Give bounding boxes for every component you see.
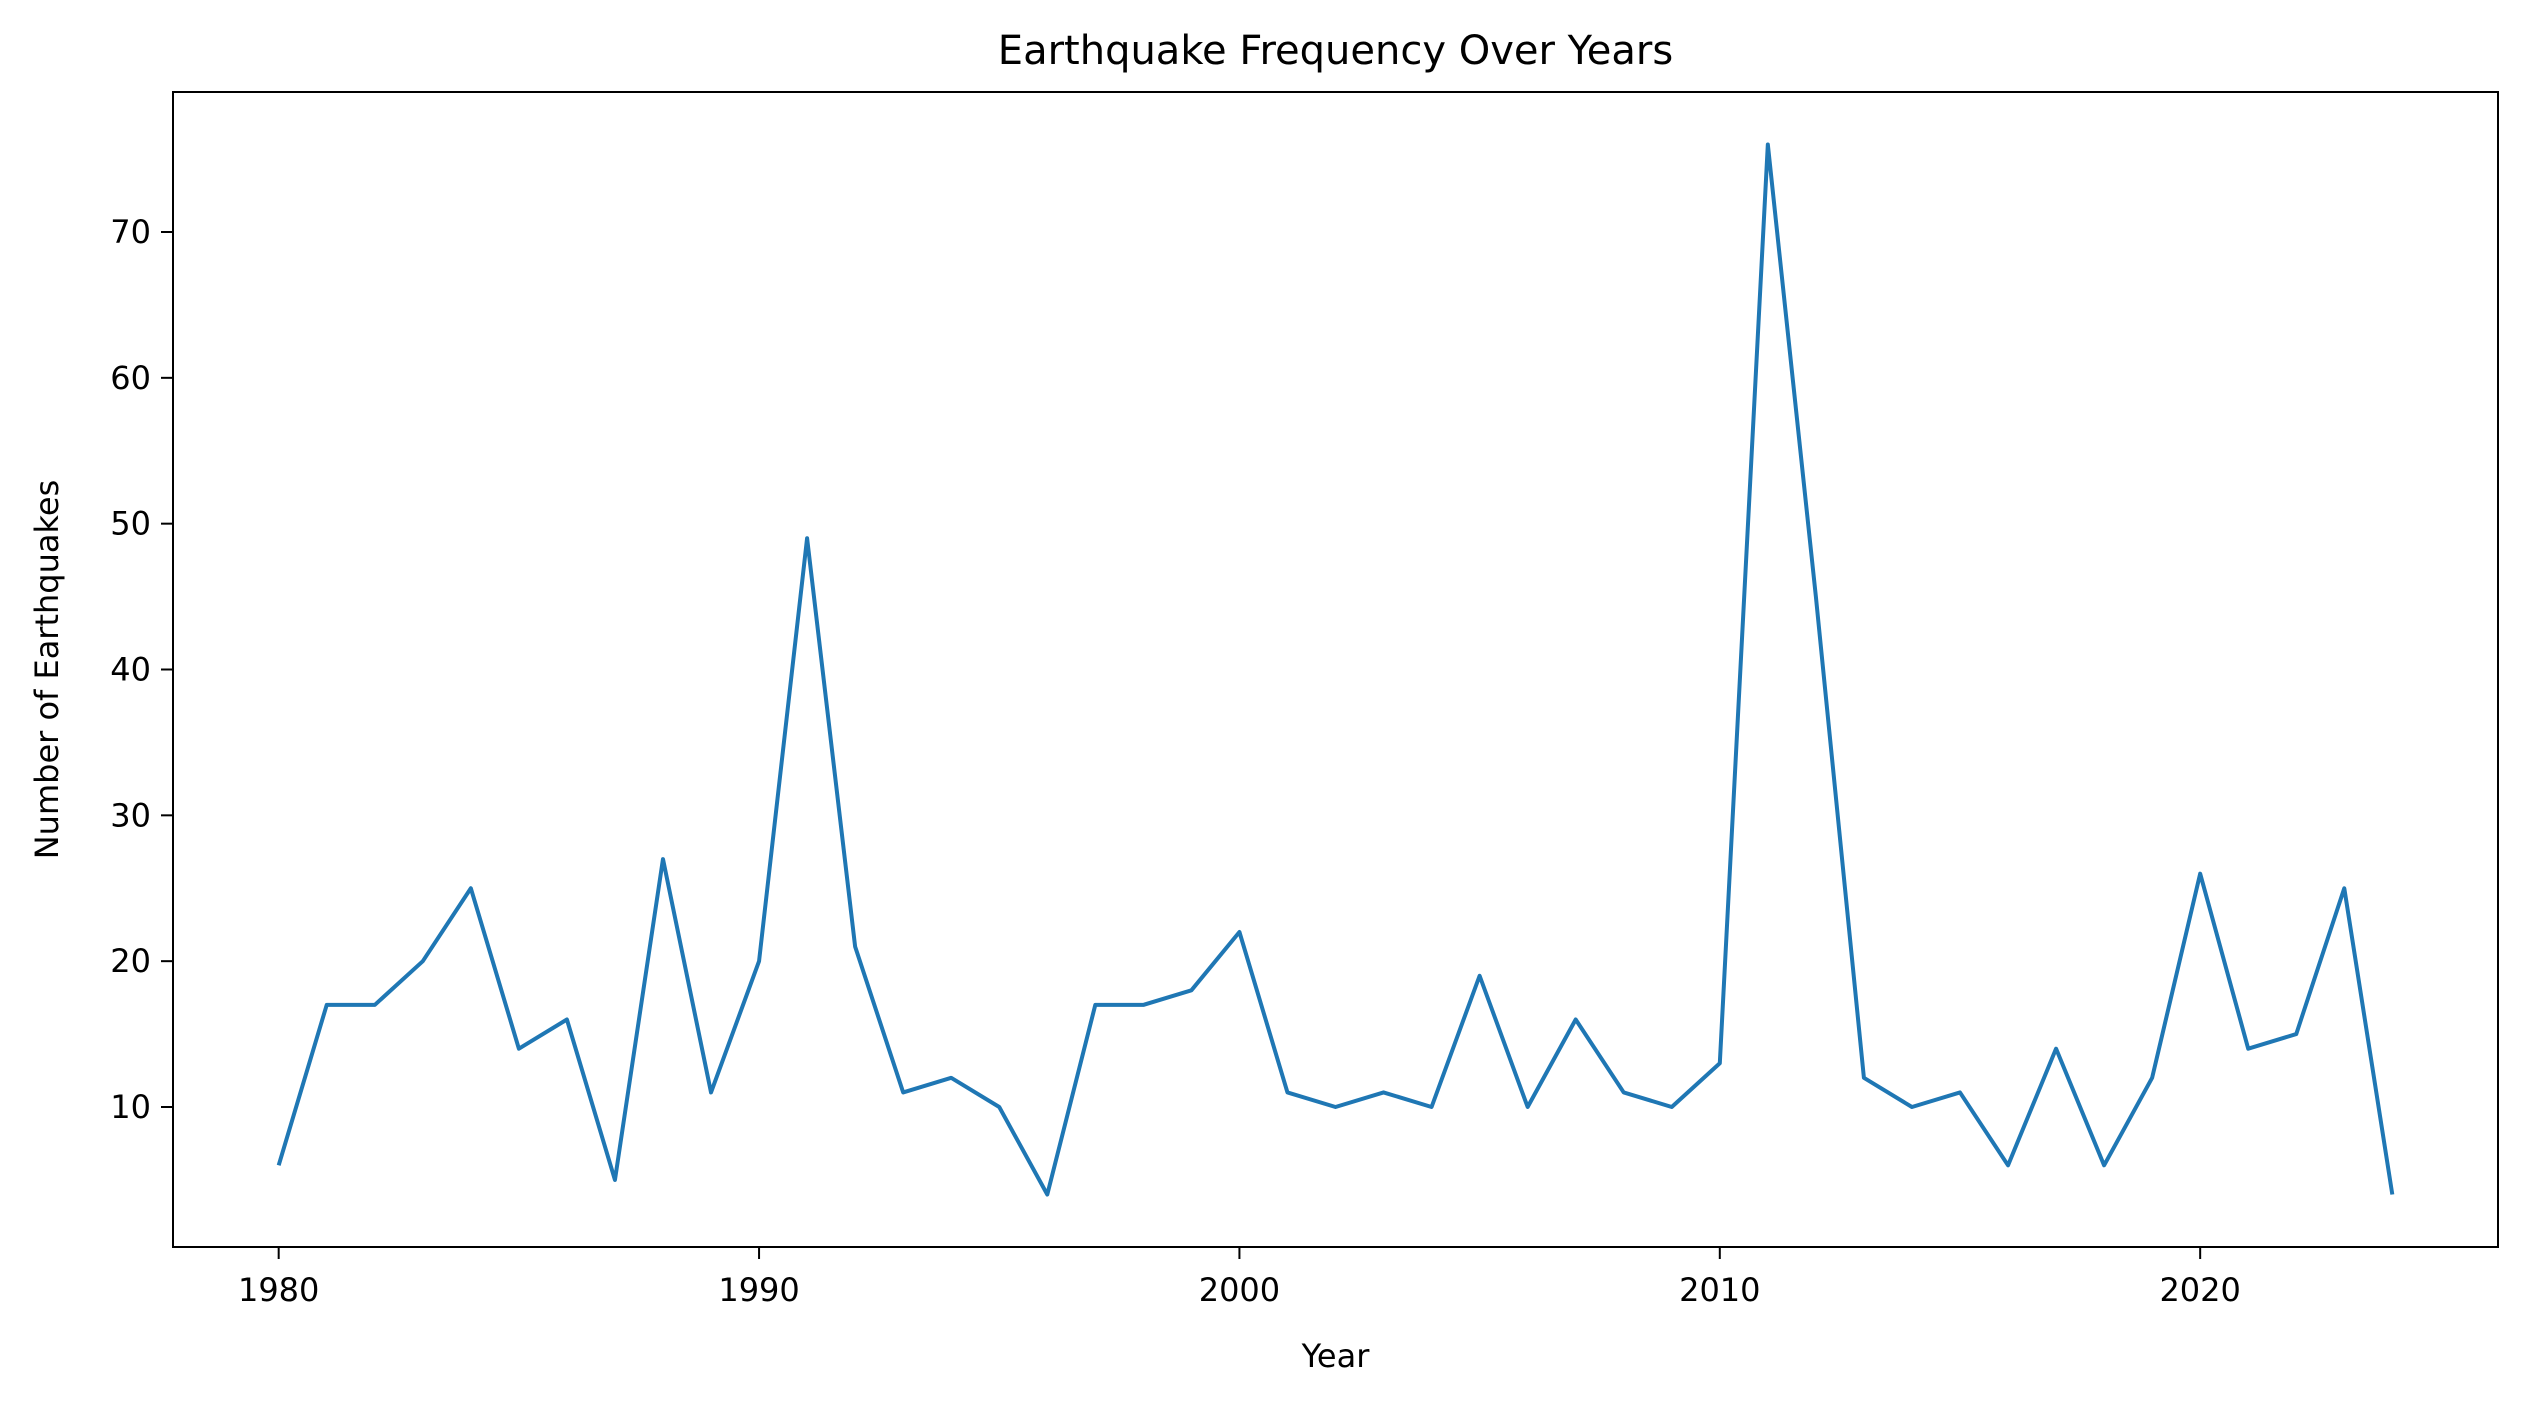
x-tick-label: 1980 bbox=[238, 1271, 319, 1309]
y-tick-label: 40 bbox=[110, 651, 151, 689]
y-tick-label: 30 bbox=[110, 796, 151, 834]
plot-frame bbox=[172, 91, 2499, 1248]
y-tick-label: 10 bbox=[110, 1088, 151, 1126]
y-tick-label: 70 bbox=[110, 213, 151, 251]
y-tick-label: 60 bbox=[110, 359, 151, 397]
x-axis-title: Year bbox=[1301, 1337, 1371, 1375]
x-tick-label: 2000 bbox=[1199, 1271, 1280, 1309]
y-tick-label: 20 bbox=[110, 942, 151, 980]
ticks-layer: 1980 1990 2000 2010 2020 10 20 30 40 50 60 70 bbox=[110, 213, 2241, 1309]
y-axis-title: Number of Earthquakes bbox=[28, 480, 66, 860]
x-tick-label: 2020 bbox=[2159, 1271, 2240, 1309]
series-line bbox=[276, 142, 2395, 1197]
chart-title: Earthquake Frequency Over Years bbox=[998, 28, 1673, 74]
x-tick-label: 2010 bbox=[1679, 1271, 1760, 1309]
x-tick-label: 1990 bbox=[718, 1271, 799, 1309]
y-tick-label: 50 bbox=[110, 505, 151, 543]
